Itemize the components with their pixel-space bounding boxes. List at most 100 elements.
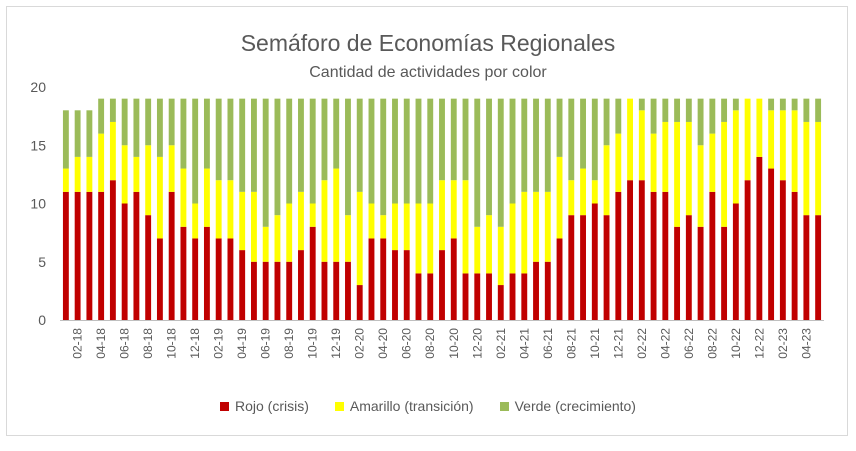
- bar-segment: [533, 191, 539, 262]
- bar-segment: [109, 180, 116, 320]
- x-tick-label: 10-21: [588, 328, 602, 359]
- bar-segment: [427, 203, 434, 274]
- x-tick-label: 02-20: [353, 328, 367, 359]
- bar-segment: [262, 98, 269, 227]
- x-tick-label: 08-20: [423, 328, 437, 359]
- bar-segment: [392, 98, 398, 204]
- bar-segment: [674, 98, 681, 122]
- bar-segment: [239, 191, 246, 251]
- x-tick-label: 12-19: [329, 328, 343, 359]
- bar-segment: [274, 261, 281, 320]
- bar-segment: [697, 98, 704, 146]
- bar-segment: [403, 250, 410, 320]
- bar-segment: [415, 273, 422, 320]
- bar-segment: [768, 168, 775, 320]
- bar-segment: [133, 191, 140, 320]
- bar-segment: [392, 203, 398, 251]
- bar-segment: [556, 98, 563, 157]
- bar-segment: [121, 203, 128, 320]
- bar-segment: [156, 156, 163, 239]
- bar-segment: [627, 180, 633, 320]
- bar-segment: [486, 273, 492, 320]
- bar-segment: [685, 121, 692, 216]
- x-tick-label: 04-18: [94, 328, 108, 359]
- bar-segment: [732, 203, 739, 320]
- bar-segment: [568, 180, 575, 216]
- bar-segment: [768, 98, 775, 111]
- bar-segment: [227, 238, 234, 320]
- x-tick-label: 06-21: [541, 328, 555, 359]
- bar-segment: [109, 121, 116, 181]
- x-tick-label: 08-18: [141, 328, 155, 359]
- bar-segment: [215, 98, 222, 181]
- bar-segment: [627, 98, 633, 181]
- bar-segment: [298, 250, 304, 320]
- y-tick-label: 0: [38, 312, 46, 328]
- bar-segment: [662, 98, 669, 122]
- bar-segment: [756, 98, 763, 157]
- bar-segment: [192, 203, 199, 239]
- x-tick-label: 04-23: [799, 328, 813, 359]
- bar-segment: [779, 180, 786, 320]
- x-tick-label: 06-22: [682, 328, 696, 359]
- bar-segment: [227, 180, 234, 239]
- bar-segment: [345, 98, 351, 216]
- bar-segment: [603, 145, 610, 216]
- chart-subtitle: Cantidad de actividades por color: [309, 64, 547, 81]
- bar-segment: [286, 98, 293, 204]
- x-tick-label: 06-20: [400, 328, 414, 359]
- bar-segment: [509, 98, 516, 204]
- bar-segment: [321, 261, 328, 320]
- bar-segment: [685, 98, 692, 122]
- bar-segment: [156, 98, 163, 157]
- bar-segment: [415, 203, 422, 274]
- bar-segment: [62, 110, 69, 169]
- bar-segment: [791, 98, 798, 111]
- bar-segment: [415, 98, 422, 204]
- bar-segment: [580, 215, 586, 320]
- bar-segment: [791, 110, 798, 192]
- bar-segment: [533, 98, 539, 192]
- bar-segment: [274, 215, 281, 262]
- x-tick-label: 02-22: [635, 328, 649, 359]
- bar-segment: [262, 226, 269, 262]
- bar-segment: [356, 191, 363, 286]
- x-tick-label: 06-19: [259, 328, 273, 359]
- y-tick-label: 20: [30, 79, 46, 95]
- x-tick-label: 08-19: [282, 328, 296, 359]
- bar-segment: [744, 98, 751, 181]
- bar-segment: [662, 191, 669, 320]
- bar-segment: [638, 110, 645, 181]
- x-tick-label: 12-21: [611, 328, 625, 359]
- bar-segment: [674, 226, 681, 320]
- bar-segment: [474, 273, 481, 320]
- bar-segment: [403, 98, 410, 204]
- bar-segment: [98, 191, 105, 320]
- bar-segment: [86, 191, 93, 320]
- x-tick-label: 12-22: [752, 328, 766, 359]
- x-tick-label: 10-18: [165, 328, 179, 359]
- bar-segment: [168, 98, 175, 146]
- bar-segment: [580, 98, 586, 169]
- bar-segment: [474, 226, 481, 274]
- x-tick-label: 02-21: [494, 328, 508, 359]
- x-tick-label: 04-21: [517, 328, 531, 359]
- bar-segment: [497, 285, 504, 320]
- bar-segment: [638, 180, 645, 320]
- bar-segment: [403, 203, 410, 251]
- bar-segment: [638, 98, 645, 111]
- x-tick-label: 10-20: [447, 328, 461, 359]
- bar-segment: [98, 133, 105, 192]
- bar-segment: [544, 261, 551, 320]
- bar-segment: [521, 273, 528, 320]
- bar-segment: [615, 133, 622, 192]
- bar-segment: [333, 168, 340, 262]
- bar-segment: [392, 250, 398, 320]
- bar-segment: [156, 238, 163, 320]
- bar-segment: [815, 98, 822, 122]
- bar-segment: [474, 98, 481, 227]
- legend-swatch-verde: [499, 401, 509, 411]
- bar-segment: [439, 180, 445, 251]
- bar-segment: [509, 273, 516, 320]
- bar-segment: [650, 133, 657, 192]
